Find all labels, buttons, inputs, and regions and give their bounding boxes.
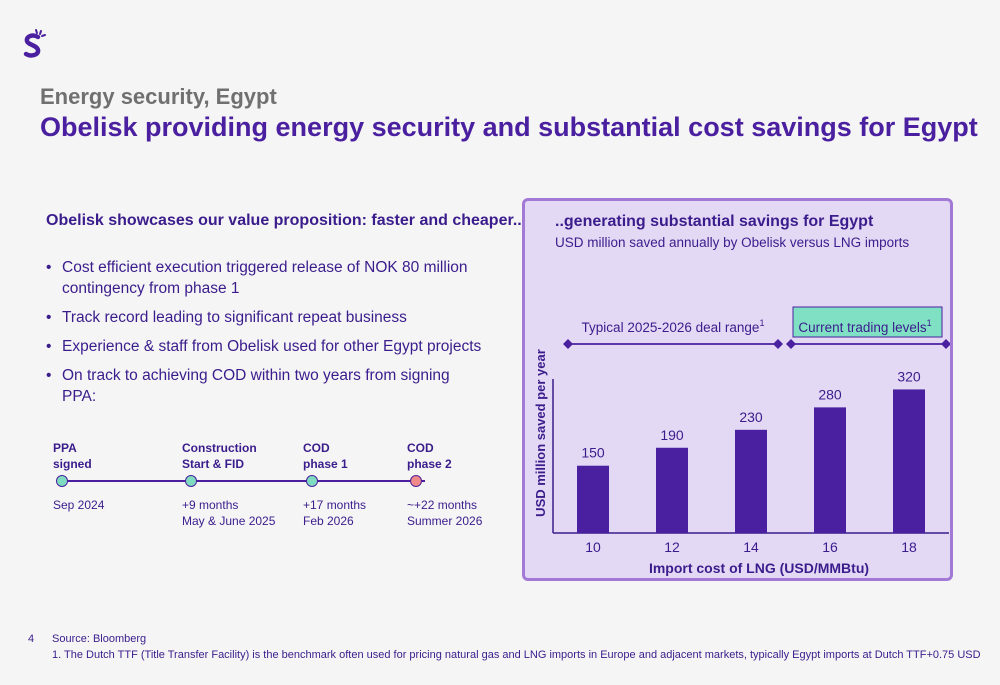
- milestone-cod-phase-1: COD phase 1 +17 months Feb 2026: [303, 440, 366, 528]
- range-label: Typical 2025-2026 deal range1: [582, 318, 765, 335]
- milestone-date: +9 months: [182, 498, 239, 512]
- milestone-label: PPA: [53, 441, 77, 455]
- slide-title: Obelisk providing energy security and su…: [40, 112, 978, 142]
- x-tick-label-12: 12: [664, 539, 680, 555]
- milestone-label: Start & FID: [182, 457, 245, 471]
- data-label-16: 280: [818, 386, 842, 402]
- bar-12: [656, 447, 688, 533]
- bullet-item: Experience & staff from Obelisk used for…: [46, 336, 486, 357]
- data-label-10: 150: [581, 445, 605, 461]
- x-tick-label-18: 18: [901, 539, 917, 555]
- range-highlight-box: [792, 306, 943, 338]
- footnote-marker: 1: [927, 318, 932, 328]
- range-end-marker: [563, 339, 573, 349]
- footnote: 1. The Dutch TTF (Title Transfer Facilit…: [52, 649, 981, 661]
- bar-16: [814, 407, 846, 533]
- left-heading: Obelisk showcases our value proposition:…: [46, 212, 522, 229]
- milestone-label: phase 2: [407, 457, 452, 471]
- x-axis-title: Import cost of LNG (USD/MMBtu): [649, 560, 869, 576]
- company-logo: [23, 29, 46, 58]
- x-tick-label-14: 14: [743, 539, 759, 555]
- milestone-dot: [410, 475, 422, 487]
- milestone-label: COD: [303, 441, 330, 455]
- bar-10: [577, 465, 609, 533]
- bar-18: [893, 389, 925, 533]
- milestone-date: +17 months: [303, 498, 367, 512]
- milestone-date: Summer 2026: [407, 514, 483, 528]
- milestone-label: Construction: [182, 441, 257, 455]
- savings-panel: ..generating substantial savings for Egy…: [522, 198, 953, 581]
- milestone-construction: Construction Start & FID +9 months May &…: [182, 440, 275, 528]
- range-end-marker: [773, 339, 783, 349]
- page-number: 4: [28, 633, 35, 645]
- y-axis-title: USD million saved per year: [533, 349, 548, 517]
- milestone-date: Sep 2024: [53, 498, 105, 512]
- panel-subtitle: USD million saved annually by Obelisk ve…: [555, 235, 910, 250]
- bullet-item: Track record leading to significant repe…: [46, 307, 486, 328]
- data-label-12: 190: [660, 427, 684, 443]
- source-note: Source: Bloomberg: [52, 633, 147, 645]
- milestone-date: May & June 2025: [182, 514, 276, 528]
- milestone-date: Feb 2026: [303, 514, 354, 528]
- timeline: PPA signed Sep 2024 Construction Start &…: [40, 440, 500, 540]
- bar-14: [735, 429, 767, 533]
- milestone-label: signed: [53, 457, 92, 471]
- timeline-line: [65, 480, 425, 482]
- bullet-list: Cost efficient execution triggered relea…: [46, 257, 486, 415]
- milestone-dot: [306, 475, 318, 487]
- milestone-label: phase 1: [303, 457, 348, 471]
- bullet-item: Cost efficient execution triggered relea…: [46, 257, 486, 299]
- data-label-18: 320: [897, 368, 921, 384]
- milestone-ppa: PPA signed Sep 2024: [53, 440, 104, 512]
- range-end-marker: [941, 339, 950, 349]
- x-tick-label-10: 10: [585, 539, 601, 555]
- data-label-14: 230: [739, 409, 763, 425]
- milestone-cod-phase-2: COD phase 2 ~+22 months Summer 2026: [407, 440, 482, 528]
- milestone-dot: [185, 475, 197, 487]
- range-end-marker: [786, 339, 796, 349]
- milestone-dot: [56, 475, 68, 487]
- milestone-date: ~+22 months: [407, 498, 478, 512]
- savings-bar-chart: 150 10 190 12 230 14 280 16 320 18 Import cost of …: [533, 306, 950, 576]
- footnote-marker: 1: [759, 318, 764, 328]
- bullet-item: On track to achieving COD within two yea…: [46, 365, 486, 407]
- x-tick-label-16: 16: [822, 539, 838, 555]
- milestone-label: COD: [407, 441, 434, 455]
- slide-kicker: Energy security, Egypt: [40, 84, 277, 109]
- range-label: Current trading levels1: [798, 318, 931, 335]
- panel-title: ..generating substantial savings for Egy…: [555, 213, 874, 230]
